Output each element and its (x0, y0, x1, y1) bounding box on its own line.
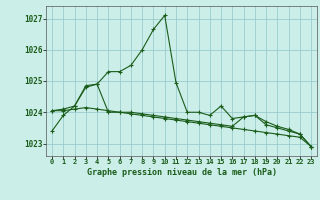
X-axis label: Graphe pression niveau de la mer (hPa): Graphe pression niveau de la mer (hPa) (87, 168, 276, 177)
